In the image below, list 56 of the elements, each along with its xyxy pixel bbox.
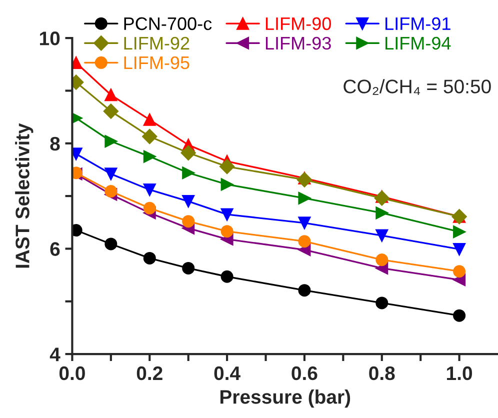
- point: [453, 309, 466, 322]
- legend-label: LIFM-93: [266, 36, 331, 50]
- y-tick-label: 10: [40, 32, 60, 46]
- point: [104, 168, 118, 180]
- point: [298, 216, 311, 230]
- point: [453, 226, 466, 238]
- point: [219, 158, 235, 174]
- point: [143, 113, 156, 126]
- point: [182, 195, 195, 208]
- point: [143, 202, 156, 214]
- point: [453, 242, 466, 256]
- point: [376, 229, 388, 242]
- point: [296, 172, 312, 188]
- point: [104, 135, 118, 148]
- legend-label: LIFM-91: [386, 17, 450, 30]
- point: [374, 190, 390, 206]
- point: [182, 262, 195, 274]
- point: [298, 284, 311, 297]
- point: [376, 254, 388, 266]
- point: [376, 206, 388, 220]
- point: [220, 178, 234, 191]
- point: [298, 192, 311, 204]
- point: [142, 128, 158, 144]
- y-tick-label: 4: [50, 348, 60, 362]
- point: [103, 104, 118, 119]
- point: [143, 150, 156, 163]
- x-tick-label: 0.2: [136, 366, 162, 380]
- point: [182, 215, 195, 228]
- legend-label: LIFM-90: [266, 17, 331, 30]
- point: [453, 265, 466, 278]
- annotation: CO₂/CH₄ = 50:50: [344, 79, 491, 95]
- point: [376, 296, 388, 310]
- point: [104, 185, 118, 198]
- x-axis-title: Pressure (bar): [220, 390, 350, 408]
- point: [220, 225, 234, 238]
- y-tick-label: 8: [50, 136, 60, 151]
- point: [180, 145, 196, 160]
- legend-label: LIFM-94: [386, 36, 451, 50]
- point: [104, 238, 118, 250]
- point: [182, 166, 195, 180]
- point: [298, 235, 311, 248]
- y-tick-label: 6: [50, 242, 60, 256]
- legend-label: LIFM-92: [124, 36, 190, 50]
- point: [220, 270, 234, 283]
- x-tick-label: 0.6: [292, 366, 318, 380]
- y-axis-title: IAST Selectivity: [15, 123, 34, 268]
- x-tick-label: 0.0: [59, 366, 85, 380]
- legend-label: PCN-700-c: [124, 17, 212, 30]
- x-tick-label: 0.4: [214, 366, 240, 380]
- point: [104, 88, 118, 102]
- x-tick-label: 0.8: [369, 366, 395, 380]
- point: [143, 252, 156, 264]
- legend-label: LIFM-95: [124, 56, 190, 70]
- x-tick-label: 1.0: [447, 366, 472, 380]
- point: [220, 208, 234, 221]
- point: [143, 183, 156, 196]
